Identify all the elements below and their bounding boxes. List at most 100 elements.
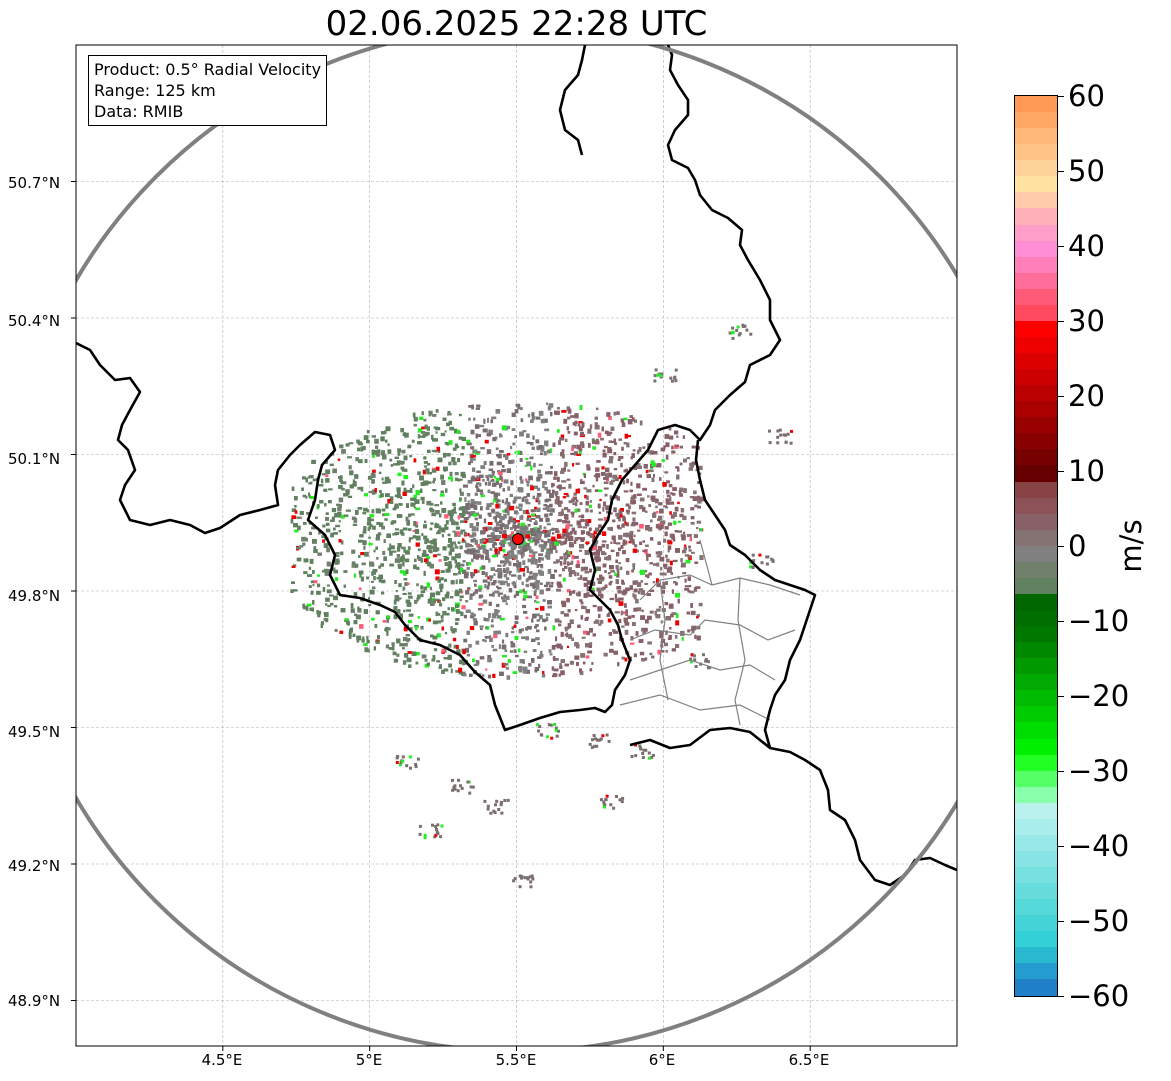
echo-pixel [397,451,401,456]
echo-pixel [538,463,543,466]
echo-pixel [653,374,657,378]
echo-pixel [407,528,412,531]
echo-pixel [592,633,596,637]
echo-pixel [544,513,549,518]
echo-pixel [591,581,596,586]
echo-pixel [457,478,461,482]
echo-pixel [469,534,475,538]
echo-pixel [505,559,510,564]
echo-pixel [362,593,365,599]
echo-pixel [622,550,626,555]
echo-pixel [665,506,669,509]
echo-pixel [435,828,438,831]
echo-pixel [743,324,747,328]
echo-pixel [444,648,447,653]
echo-pixel [531,418,535,421]
echo-pixel [656,511,659,514]
echo-pixel [677,501,680,505]
echo-pixel [498,514,501,518]
echo-pixel [615,512,620,517]
echo-pixel [497,573,503,579]
echo-pixel [497,808,501,811]
echo-pixel [517,569,521,573]
echo-pixel [558,673,561,677]
echo-pixel [600,594,604,599]
echo-pixel [601,540,607,543]
echo-pixel [467,479,473,484]
echo-pixel [320,621,324,625]
echo-pixel [559,663,562,667]
echo-pixel [693,658,697,662]
echo-pixel [476,482,480,485]
echo-pixel [598,518,603,521]
echo-pixel [437,613,441,616]
echo-pixel [496,603,500,608]
echo-pixel [420,488,423,493]
echo-pixel [596,738,600,742]
echo-pixel [433,641,437,644]
echo-pixel [409,537,414,540]
echo-pixel [578,591,581,597]
echo-pixel [768,441,772,445]
echo-pixel [362,446,366,451]
echo-pixel [560,670,565,676]
echo-pixel [549,448,553,454]
echo-pixel [659,634,664,639]
echo-pixel [478,585,483,591]
echo-pixel [693,534,698,538]
echo-pixel [520,418,524,422]
echo-pixel [469,626,475,631]
echo-pixel [499,570,503,575]
echo-pixel [312,584,315,587]
echo-pixel [482,428,488,433]
echo-pixel [575,564,580,568]
echo-pixel [433,648,438,652]
echo-pixel [564,461,568,467]
echo-pixel [674,368,678,372]
echo-pixel [550,736,554,740]
echo-pixel [465,505,470,510]
echo-pixel [642,446,646,449]
echo-pixel [349,470,354,476]
echo-pixel [608,582,612,586]
echo-pixel [550,465,553,469]
echo-pixel [675,466,679,469]
echo-pixel [417,471,421,476]
echo-pixel [573,431,578,436]
echo-pixel [307,476,311,479]
echo-pixel [426,500,432,506]
echo-pixel [568,567,572,572]
echo-pixel [369,589,375,595]
echo-pixel [608,632,613,636]
echo-pixel [423,418,427,422]
echo-pixel [432,480,435,484]
echo-pixel [531,416,536,420]
echo-pixel [373,646,376,651]
echo-pixel [343,584,346,588]
echo-pixel [525,669,530,674]
echo-pixel [494,590,500,594]
echo-pixel [659,572,665,576]
echo-pixel [561,508,564,514]
echo-pixel [677,598,680,604]
echo-pixel [467,500,470,503]
echo-pixel [568,500,574,504]
echo-pixel [609,495,612,500]
echo-pixel [445,488,448,493]
echo-pixel [613,495,618,499]
echo-pixel [503,663,509,666]
echo-pixel [358,555,361,558]
echo-pixel [407,445,411,449]
echo-pixel [373,576,376,581]
echo-pixel [587,650,593,654]
echo-pixel [536,629,540,633]
echo-pixel [575,501,578,507]
echo-pixel [604,430,609,434]
echo-pixel [450,478,454,482]
echo-pixel [492,537,496,540]
echo-pixel [381,525,385,530]
echo-pixel [493,476,496,479]
echo-pixel [513,554,518,560]
echo-pixel [362,512,367,515]
